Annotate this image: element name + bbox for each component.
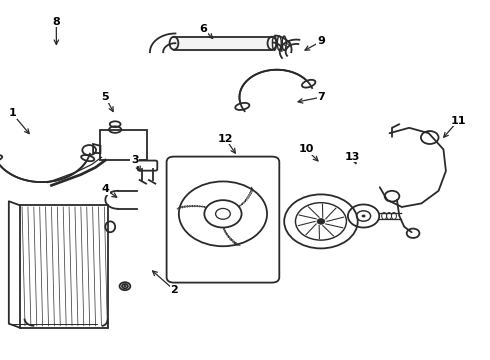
Circle shape: [362, 215, 366, 217]
Text: 12: 12: [218, 134, 233, 144]
Text: 11: 11: [450, 116, 466, 126]
Text: 13: 13: [345, 152, 361, 162]
Text: 7: 7: [317, 92, 325, 102]
Ellipse shape: [123, 285, 126, 287]
Bar: [20, 205, 108, 328]
Text: 4: 4: [101, 184, 109, 194]
Text: 5: 5: [101, 92, 109, 102]
Text: 6: 6: [199, 24, 207, 34]
Text: 1: 1: [8, 108, 16, 118]
Circle shape: [317, 219, 325, 224]
Text: 10: 10: [298, 144, 314, 154]
Text: 2: 2: [170, 285, 178, 295]
Text: 8: 8: [52, 17, 60, 27]
Text: 9: 9: [317, 36, 325, 46]
Text: 3: 3: [131, 155, 139, 165]
